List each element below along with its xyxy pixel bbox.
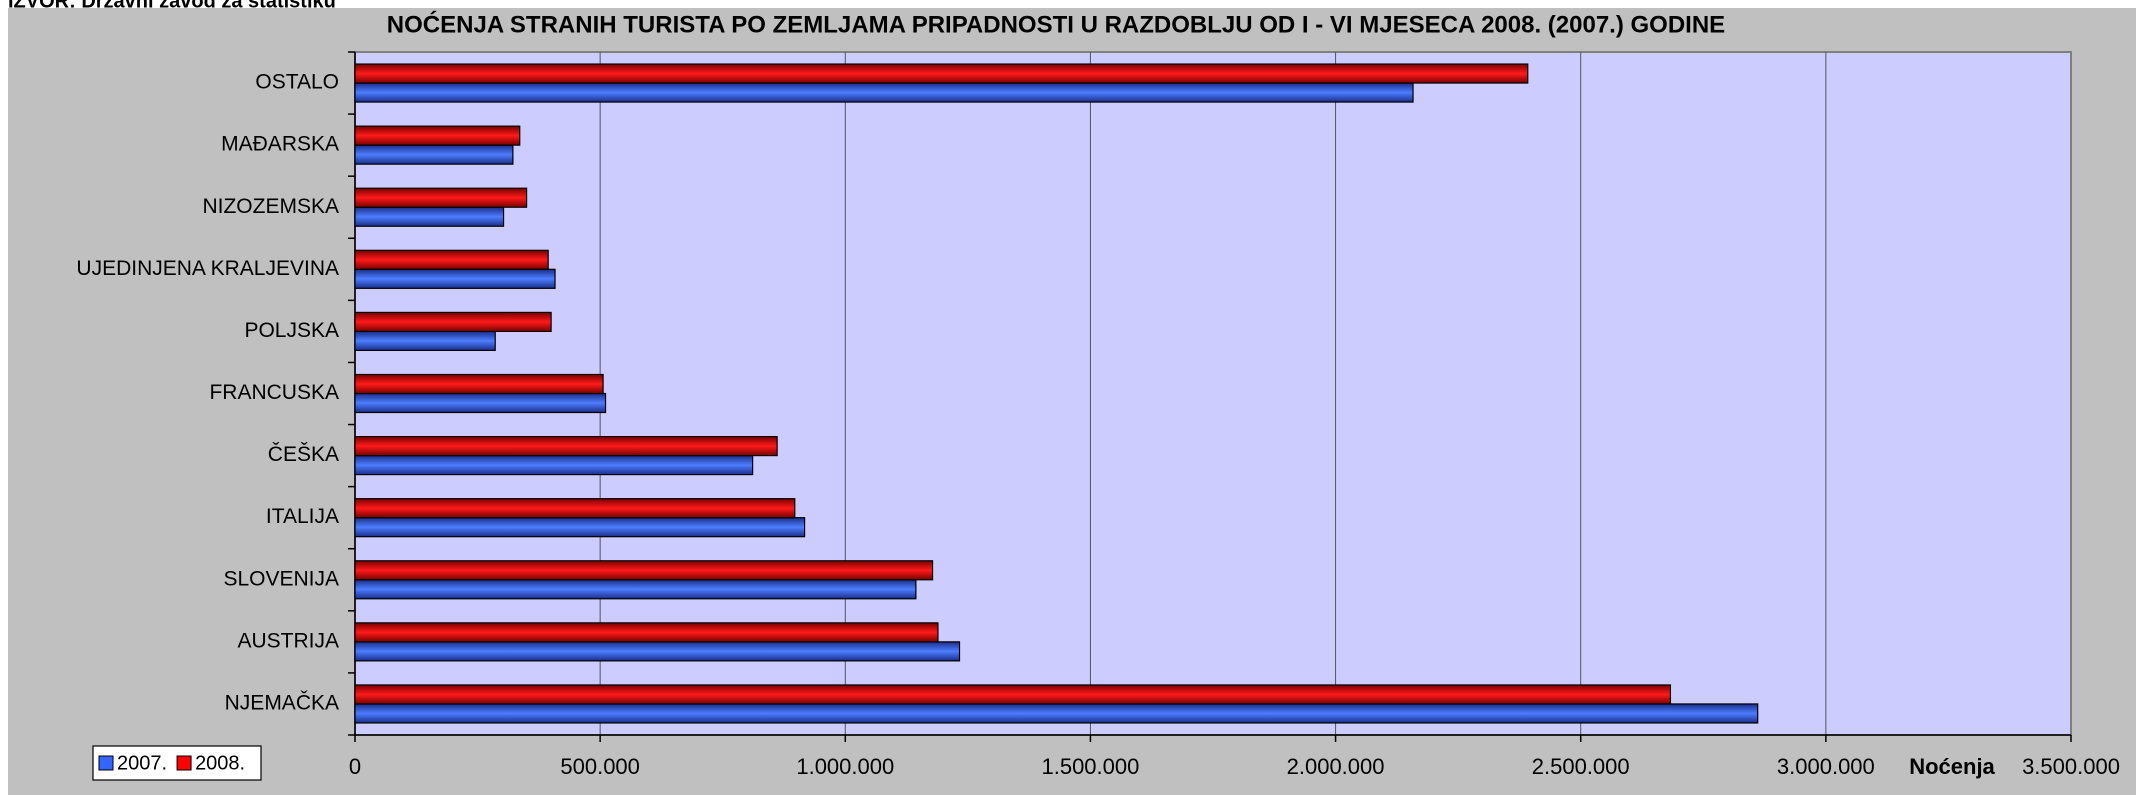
- bar: [354, 206, 505, 227]
- x-tick-label: 3.000.000: [1777, 754, 1875, 779]
- bar: [354, 435, 778, 457]
- y-tick-label: NJEMAČKA: [225, 692, 339, 715]
- y-tick-label: AUSTRIJA: [237, 629, 339, 652]
- x-tick-label: 1.500.000: [1041, 754, 1139, 779]
- bar: [354, 392, 607, 414]
- bar: [354, 268, 556, 289]
- y-tick-label: FRANCUSKA: [209, 381, 339, 404]
- y-tick-label: OSTALO: [255, 71, 339, 94]
- bar: [354, 63, 1529, 84]
- y-tick-label: POLJSKA: [244, 319, 339, 342]
- bar: [354, 622, 939, 643]
- bar: [354, 311, 552, 333]
- x-tick-label: 2.500.000: [1532, 754, 1630, 779]
- y-tick-label: ČEŠKA: [268, 443, 339, 466]
- x-tick-label: 500.000: [560, 754, 640, 779]
- bar: [354, 249, 549, 270]
- bar: [354, 560, 934, 581]
- bar: [354, 517, 806, 538]
- y-tick-label: MAĐARSKA: [221, 133, 339, 156]
- bar: [354, 125, 521, 146]
- x-tick-label: 0: [349, 754, 361, 779]
- bar: [354, 684, 1672, 705]
- bar: [354, 187, 528, 208]
- bar: [354, 703, 1759, 724]
- bar: [354, 579, 917, 600]
- bar: [354, 641, 961, 662]
- bar: [354, 454, 754, 476]
- legend-swatch: [176, 755, 192, 771]
- legend-swatch: [98, 755, 114, 771]
- y-tick-label: ITALIJA: [266, 505, 339, 528]
- x-axis-label: Noćenja: [1909, 754, 1995, 779]
- y-tick-label: NIZOZEMSKA: [202, 195, 339, 218]
- y-tick-label: SLOVENIJA: [223, 567, 339, 590]
- bar: [354, 498, 796, 519]
- bar: [354, 82, 1414, 103]
- bar: [354, 373, 604, 395]
- plot-area: [354, 51, 2072, 736]
- y-tick-label: UJEDINJENA KRALJEVINA: [76, 257, 339, 280]
- bar: [354, 144, 514, 165]
- chart-title: NOĆENJA STRANIH TURISTA PO ZEMLJAMA PRIP…: [387, 10, 1725, 38]
- x-tick-label: 1.000.000: [796, 754, 894, 779]
- legend-label: 2007.: [117, 752, 167, 774]
- x-tick-label: 2.000.000: [1287, 754, 1385, 779]
- x-tick-label: 3.500.000: [2022, 754, 2120, 779]
- bar: [354, 330, 496, 352]
- source: IZVOR: Državni zavod za statistiku: [8, 0, 336, 12]
- legend-label: 2008.: [195, 752, 245, 774]
